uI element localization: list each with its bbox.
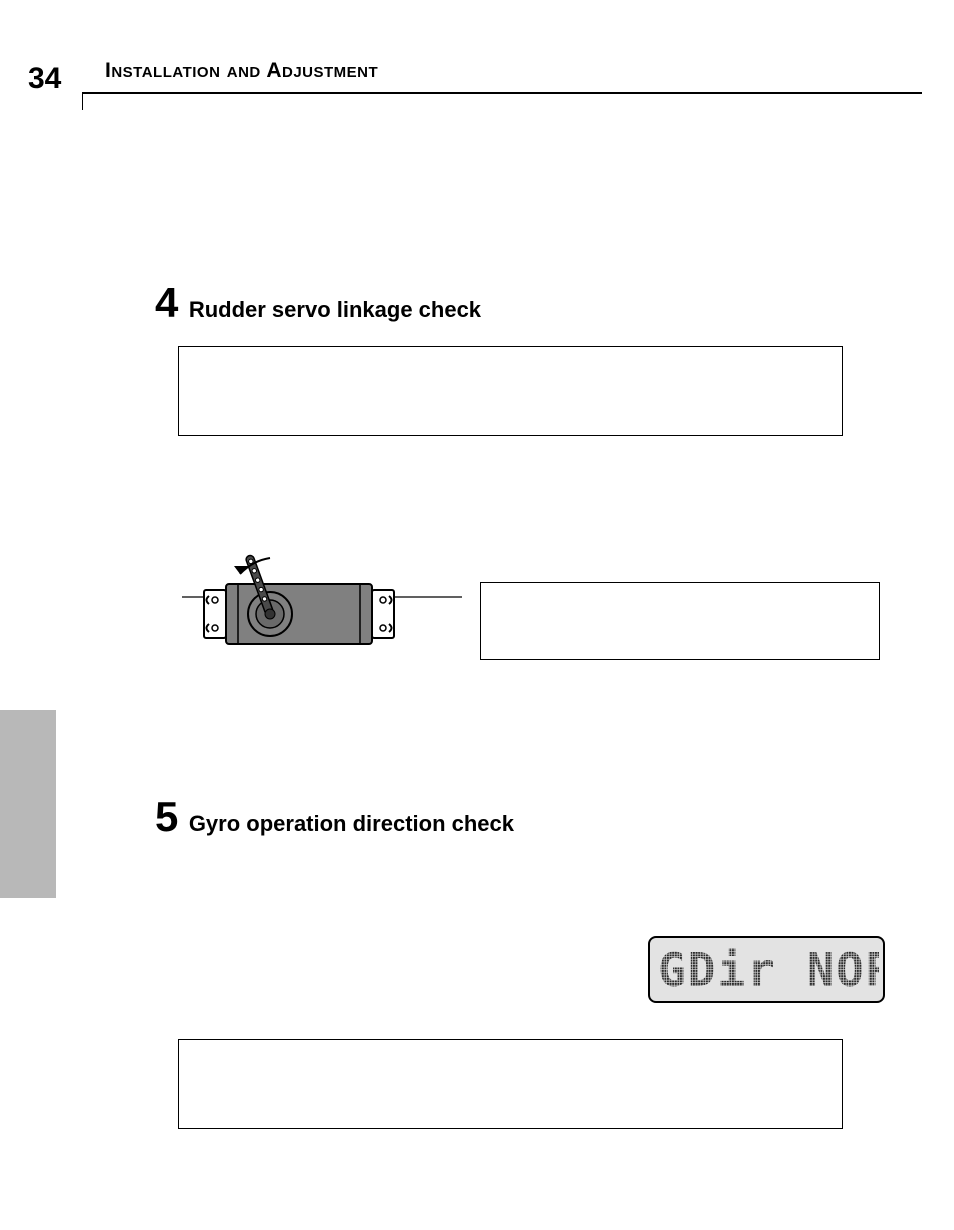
header-rule	[82, 92, 922, 94]
section-4-heading: 4 Rudder servo linkage check	[155, 279, 481, 327]
page-number: 34	[28, 62, 61, 96]
step-title-5: Gyro operation direction check	[189, 811, 514, 837]
side-tab	[0, 710, 56, 898]
step-title-4: Rudder servo linkage check	[189, 297, 481, 323]
lcd-display: GDir NOR	[648, 936, 885, 1003]
step-number-5: 5	[155, 793, 178, 841]
callout-box-2	[480, 582, 880, 660]
page-header-title: Installation and Adjustment	[105, 59, 378, 83]
servo-diagram	[182, 522, 462, 697]
header-tick	[82, 92, 83, 110]
section-5-heading: 5 Gyro operation direction check	[155, 793, 514, 841]
callout-box-1	[178, 346, 843, 436]
step-number-4: 4	[155, 279, 178, 327]
callout-box-3	[178, 1039, 843, 1129]
